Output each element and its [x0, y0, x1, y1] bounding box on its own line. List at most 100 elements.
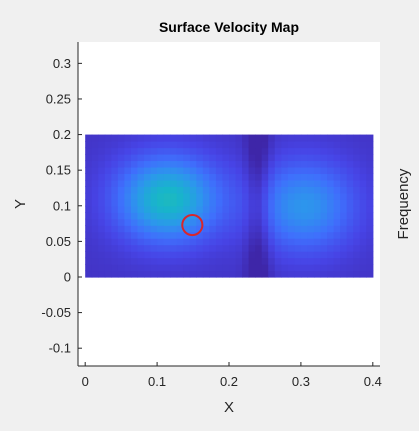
heatmap-cell [248, 186, 256, 194]
heatmap-cell [170, 264, 178, 272]
heatmap-cell [307, 244, 315, 252]
heatmap-cell [320, 192, 328, 200]
heatmap-cell [137, 257, 145, 265]
heatmap-cell [196, 141, 204, 149]
heatmap-cell [320, 264, 328, 272]
heatmap-cell [144, 244, 152, 252]
heatmap-cell [307, 212, 315, 220]
heatmap-cell [124, 212, 132, 220]
heatmap-cell [196, 173, 204, 181]
heatmap-cell [268, 257, 276, 265]
heatmap-cell [333, 225, 341, 233]
heatmap-cell [268, 166, 276, 175]
heatmap-cell [176, 212, 184, 220]
heatmap-cell [346, 147, 354, 155]
heatmap-cell [130, 153, 139, 162]
heatmap-cell [130, 166, 139, 175]
heatmap-cell [170, 270, 178, 278]
heatmap-cell [366, 238, 374, 246]
heatmap-cell [235, 153, 243, 162]
heatmap-cell [242, 264, 250, 272]
heatmap-cell [261, 244, 269, 252]
heatmap-cell [202, 147, 210, 155]
heatmap-cell [327, 166, 335, 175]
heatmap-cell [359, 192, 367, 200]
heatmap-cell [313, 192, 322, 200]
heatmap-cell [157, 186, 165, 194]
heatmap-cell [274, 205, 282, 213]
heatmap-cell [124, 199, 132, 207]
heatmap-cell [157, 251, 165, 259]
heatmap-cell [124, 153, 132, 162]
heatmap-cell [294, 141, 302, 149]
heatmap-cell [124, 251, 132, 259]
heatmap-cell [242, 153, 250, 162]
heatmap-cell [222, 212, 230, 220]
heatmap-cell [346, 199, 354, 207]
heatmap-cell [261, 251, 269, 259]
heatmap-cell [202, 244, 210, 252]
heatmap-cell [268, 251, 276, 259]
heatmap-cell [183, 147, 191, 155]
heatmap-cell [340, 199, 348, 207]
heatmap-cell [137, 153, 145, 162]
heatmap-cell [170, 251, 178, 259]
heatmap-cell [137, 225, 145, 233]
heatmap-cell [229, 264, 237, 272]
heatmap-cell [176, 173, 184, 181]
heatmap-cell [144, 264, 152, 272]
heatmap-cell [320, 231, 328, 239]
heatmap-cell [274, 199, 282, 207]
heatmap-cell [130, 199, 139, 207]
heatmap-cell [124, 205, 132, 213]
heatmap-cell [111, 186, 119, 194]
heatmap-cell [281, 264, 289, 272]
heatmap-cell [320, 173, 328, 181]
heatmap-cell [333, 212, 341, 220]
heatmap-cell [144, 257, 152, 265]
heatmap-cell [274, 134, 282, 142]
heatmap-cell [183, 192, 191, 200]
heatmap-cell [274, 141, 282, 149]
heatmap-cell [281, 141, 289, 149]
heatmap-cell [235, 231, 243, 239]
heatmap-cell [359, 244, 367, 252]
heatmap-cell [333, 186, 341, 194]
heatmap-cell [98, 166, 106, 175]
heatmap-cell [248, 264, 256, 272]
heatmap-cell [333, 270, 341, 278]
heatmap-cell [235, 166, 243, 175]
heatmap-cell [98, 173, 106, 181]
heatmap-cell [268, 160, 276, 168]
heatmap-cell [91, 153, 99, 162]
heatmap-cell [255, 199, 263, 207]
heatmap-cell [222, 192, 230, 200]
heatmap-cell [157, 238, 165, 246]
heatmap-cell [255, 212, 263, 220]
heatmap-cell [202, 231, 210, 239]
heatmap-cell [157, 231, 165, 239]
heatmap-cell [202, 238, 210, 246]
heatmap-cell [163, 264, 171, 272]
heatmap-cell [287, 160, 295, 168]
heatmap-cell [353, 218, 361, 226]
heatmap-cell [150, 205, 158, 213]
heatmap-cell [294, 225, 302, 233]
heatmap-cell [248, 244, 256, 252]
heatmap-cell [163, 205, 171, 213]
heatmap-cell [137, 199, 145, 207]
heatmap-cell [104, 160, 112, 168]
heatmap-cell [91, 225, 99, 233]
heatmap-cell [366, 160, 374, 168]
heatmap-cell [353, 238, 361, 246]
heatmap-cell [281, 251, 289, 259]
heatmap-cell [333, 147, 341, 155]
heatmap-cell [183, 231, 191, 239]
heatmap-cell [150, 173, 158, 181]
heatmap-cell [117, 134, 126, 142]
heatmap-cell [183, 205, 191, 213]
heatmap-cell [366, 244, 374, 252]
heatmap-cell [85, 270, 93, 278]
heatmap-cell [130, 218, 139, 226]
heatmap-cell [104, 231, 112, 239]
